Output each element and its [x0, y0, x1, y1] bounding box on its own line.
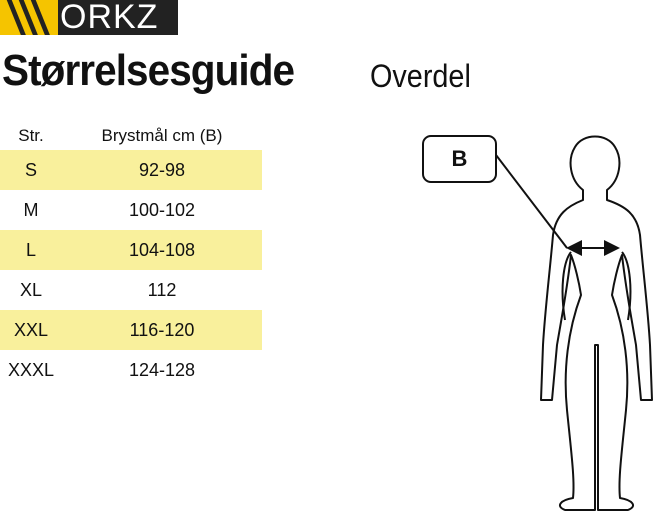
size-table: Str. Brystmål cm (B) S 92-98 M 100-102 L 10…	[0, 122, 262, 390]
size-cell: L	[25, 239, 36, 260]
page-title: Størrelsesguide Overdel	[2, 46, 471, 96]
arm-gap-right	[621, 251, 632, 321]
leader-line	[495, 154, 568, 249]
logo-mark	[0, 0, 58, 35]
chest-cell: 124-128	[128, 359, 196, 380]
logo-text: ORKZ	[60, 0, 159, 36]
table-row: L 104-108	[0, 230, 262, 270]
chest-cell: 100-102	[128, 199, 196, 220]
human-silhouette	[540, 135, 653, 511]
table-row: XL 112	[0, 270, 262, 310]
chest-cell: 104-108	[128, 239, 196, 260]
header-size: Str.	[18, 126, 44, 145]
table-row: XXXL 124-128	[0, 350, 262, 390]
title-sub: Overdel	[370, 58, 471, 94]
diagram-label: B	[452, 146, 468, 171]
size-cell: S	[24, 159, 37, 180]
size-cell: XXXL	[7, 359, 55, 380]
chest-cell: 92-98	[138, 159, 186, 180]
table-row: S 92-98	[0, 150, 262, 190]
title-main: Størrelsesguide	[2, 46, 295, 95]
table-header: Str. Brystmål cm (B)	[0, 122, 262, 150]
table-row: XXL 116-120	[0, 310, 262, 350]
header-chest: Brystmål cm (B)	[101, 126, 223, 145]
size-cell: XXL	[13, 319, 49, 340]
chest-cell: 116-120	[129, 319, 195, 340]
chest-cell: 112	[147, 279, 177, 300]
workz-logo: ORKZ	[0, 0, 178, 35]
label-box	[422, 135, 497, 183]
table-row: M 100-102	[0, 190, 262, 230]
size-cell: XL	[19, 279, 43, 300]
size-cell: M	[23, 199, 39, 220]
